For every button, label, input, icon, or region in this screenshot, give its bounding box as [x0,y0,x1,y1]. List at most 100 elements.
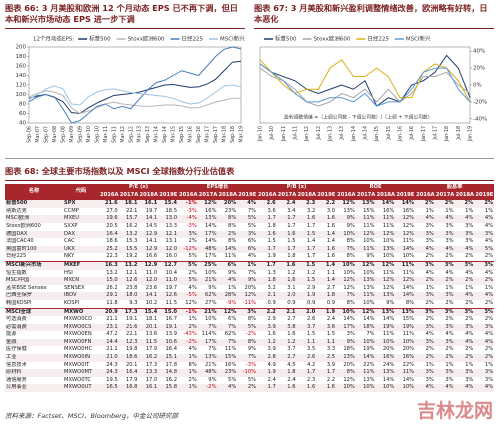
table-cell: 20% [217,199,238,208]
table-cell: 5% [228,376,237,383]
table-cell: 12% [375,230,396,239]
year-header: 2017A [276,191,297,200]
table-cell: 1% [237,260,258,270]
table-cell: 28% [217,292,238,300]
table-cell: 10% [343,269,355,276]
table-cell: 13% [363,376,375,383]
table-cell: MSCI欧洲 [5,215,63,223]
table-cell: 4.5 [287,361,296,368]
table-cell: 1.5 [287,238,296,245]
table-cell: 10% [402,253,415,260]
table-cell: 13.1 [165,238,178,245]
table-cell: 2.3 [307,376,316,383]
table-cell: 7% [197,323,218,332]
plot-frame [28,46,242,124]
table-cell: 13.6 [145,331,158,338]
table-cell: 英国富时100 [5,245,63,254]
table-cell: 20% [343,361,355,368]
table-cell: 4% [445,331,454,338]
table-cell: 4% [434,245,455,254]
table-cell: 3% [434,230,455,239]
y-tick-label: -40% [473,116,487,122]
table-cell: MSCI新兴市场 [5,260,63,270]
table-cell: 14% [363,316,375,323]
table-cell: 1.7 [307,222,316,229]
table-cell: -2% [178,338,198,347]
table-cell: 8% [237,338,258,347]
table-cell: 16.0 [165,253,178,260]
table-cell: 2.9 [307,284,316,291]
table-cell: 3% [465,222,474,229]
group-header: 股息率 [415,184,495,192]
legend-title: 12个月动态EPS: [33,35,74,43]
table-cell: 3% [474,369,495,377]
table-cell: 15.7 [118,215,139,223]
table-cell: 4% [454,292,475,300]
x-tick-label: Jul-12 [316,126,322,141]
table-cell: 10.6 [158,338,179,347]
table-cell: 7% [336,245,356,254]
chart: 40% 20% 0% -20% -40% Jan-10 Jul-10 Jan-11 Jul-11… [258,35,488,143]
group-header: ROE [336,184,416,192]
table-cell: 3% [415,292,435,300]
table-cell: -11% [242,299,257,306]
table-cell: 2.6 [257,199,277,208]
table-cell: 2% [454,199,475,208]
table-cell: 5% [474,245,495,254]
table-cell: -3% [245,361,257,368]
table-cell: 14.1 [138,215,159,223]
table-cell: 17% [204,253,217,260]
table-cell: 19.2 [125,253,138,260]
group-header: EPS增长 [178,184,258,192]
series-line [28,84,242,106]
table-cell: 日经225 [6,253,27,260]
table-cell: 2% [474,354,495,362]
table-cell: 14.1 [138,292,159,300]
table-cell: 19% [363,346,375,353]
table-cell: MXWO [63,307,99,317]
table-cell: 13% [375,307,396,317]
source-note: 资料来源：Factset、MSCI、Bloomberg，中金公司研究部 [5,412,178,420]
table-cell: 4% [434,215,455,223]
table-cell: 11% [382,222,395,229]
table-cell: 金融 [5,338,63,347]
table-cell: 15.3 [125,238,138,245]
y-tick-label: -20% [473,99,487,105]
table-cell: 13% [375,292,396,300]
table-cell: 2% [484,299,494,306]
table-cell: 13% [197,354,218,362]
table-cell: 12.0 [158,245,179,254]
table-cell: 12% [375,260,396,270]
year-header: 2017A [197,191,218,200]
x-tick-label: Jul-10 [269,126,275,141]
table-cell: 2.4 [267,376,276,383]
table-cell: 1.6 [326,253,336,260]
table-cell: 15.4 [138,307,159,317]
table-cell: SXXP [64,222,78,229]
table-row: 德国DAX DAX 16.4 13.2 12.9 12.1 3% 17% 2% 3% 1.6 1.6 1… [5,230,495,239]
table-cell: 13% [363,284,375,291]
table-cell: -9% [226,299,237,306]
figure-caption: 图表 68: 全球主要市场指数以及 MSCI 全球指数分行业估值表 [5,166,235,176]
table-cell: 8% [336,369,356,377]
x-tick-label: Sep-09 [77,126,83,143]
table-cell: 2.7 [326,284,336,291]
table-cell: 10% [395,338,416,347]
table-cell: 3% [346,331,355,338]
table-cell: 10% [363,299,375,306]
table-cell: 3% [434,292,455,300]
table-cell: 5% [237,215,258,223]
y-tick-label: 140 [16,73,27,79]
table-cell: 1.6 [287,331,296,338]
table-cell: -1% [178,307,198,317]
section-rule [5,158,494,159]
x-tick-label: Mar-14 [154,126,160,143]
table-cell: 2.6 [307,316,316,323]
table-cell: 1.4 [316,277,337,285]
table-cell: MXWO0IT [64,361,90,368]
table-cell: 2.4 [276,199,297,208]
table-row: MSCI中国 MXCN 15.0 12.6 12.0 11.0 5% 21% 4% 9% 1.8 1.… [5,277,495,285]
table-cell: 10% [355,384,376,393]
figure-caption: 图表 66: 3 月美股和欧洲 12 个月动态 EPS 已不再下调，但日本和新兴… [5,3,238,24]
